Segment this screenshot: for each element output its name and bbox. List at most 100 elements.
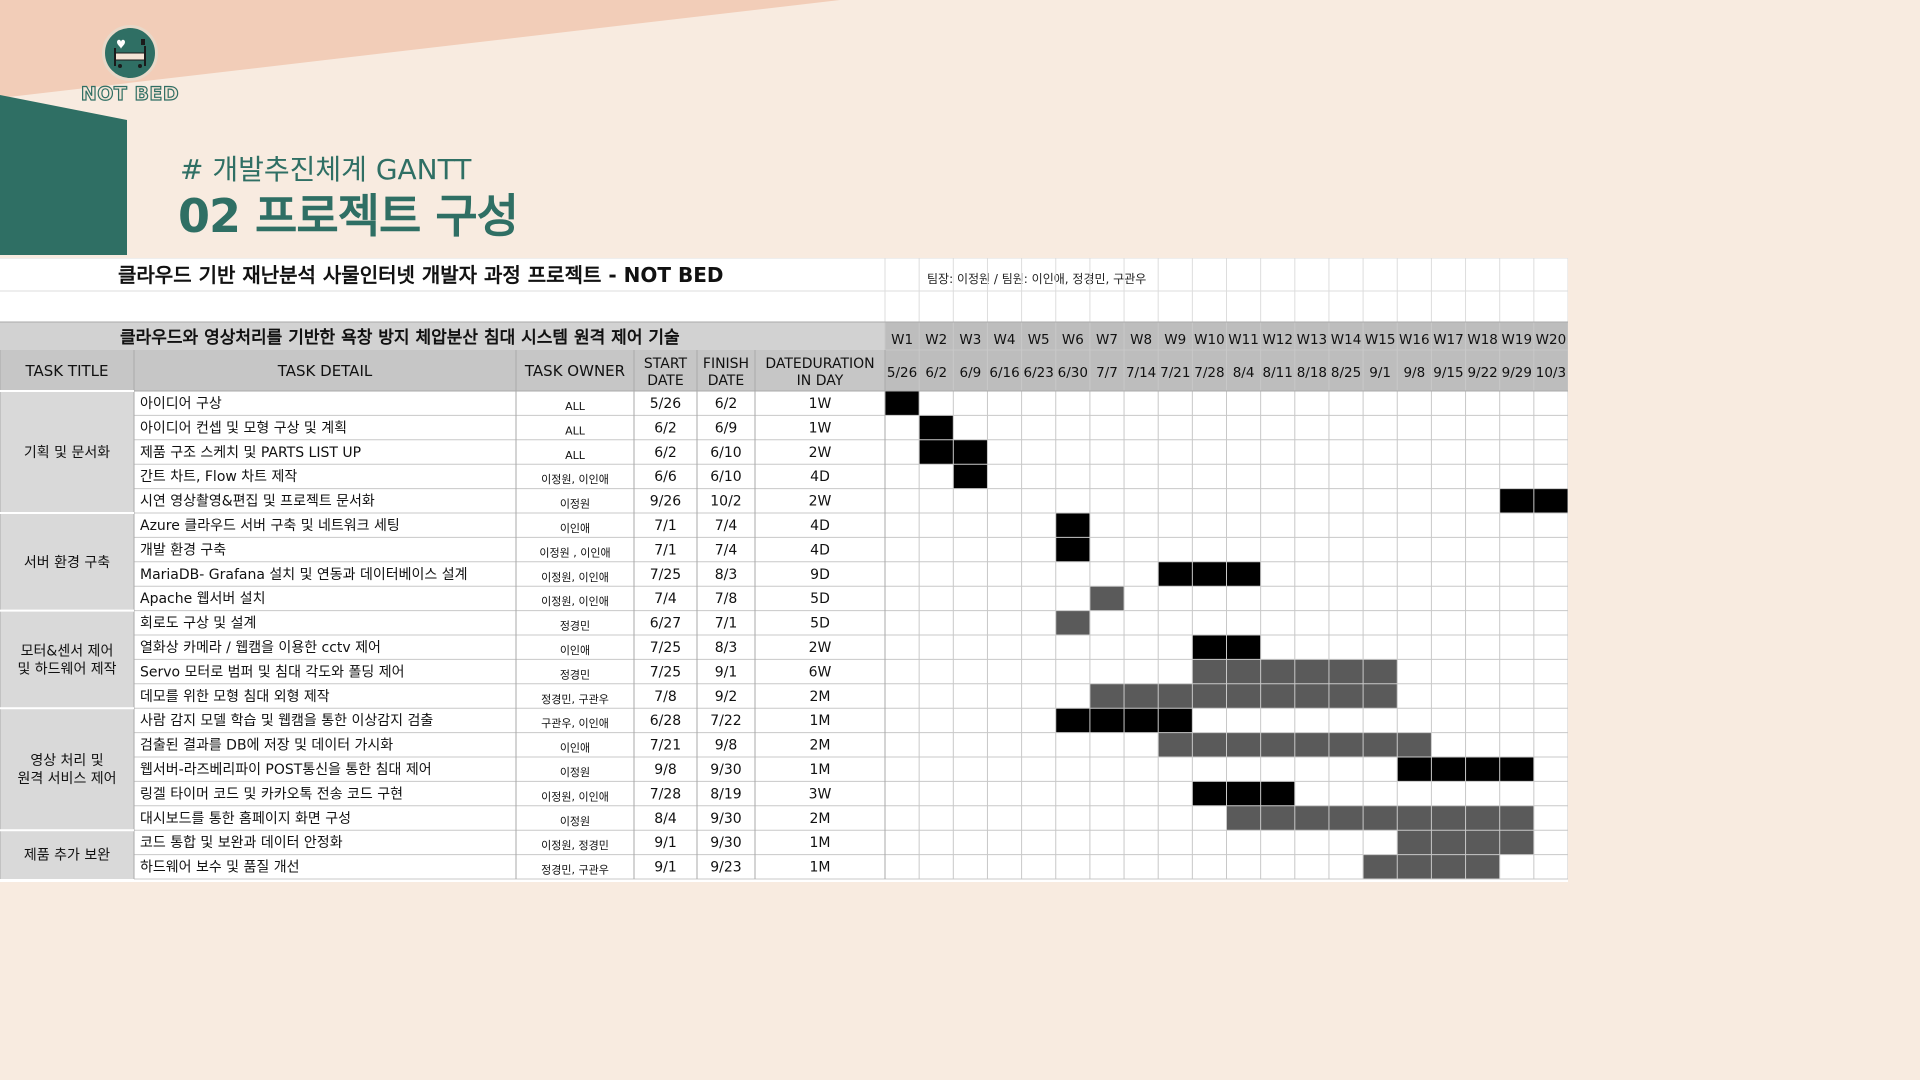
task-detail: 아이디어 컨셉 및 모형 구상 및 계획 [140,420,347,436]
gantt-bar [1089,586,1125,611]
week-label: W8 [1130,332,1152,348]
week-label: W20 [1536,332,1567,348]
task-owner: ALL [565,400,586,413]
task-detail: 열화상 카메라 / 웹캠을 이용한 cctv 제어 [140,640,381,656]
gantt-sheet: 클라우드 기반 재난분석 사물인터넷 개발자 과정 프로젝트 - NOT BED… [0,258,1568,882]
task-start-date: 7/4 [654,591,677,607]
task-duration: 1M [810,762,831,778]
column-start-date-line2: DATE [647,373,683,389]
hospital-bed-icon [114,39,146,68]
team-members: 팀장: 이정원 / 팀원: 이인애, 정경민, 구관우 [927,272,1146,286]
task-duration: 1M [810,713,831,729]
task-detail: 검출된 결과를 DB에 저장 및 데이터 가시화 [140,738,393,754]
week-label: W19 [1502,332,1533,348]
task-group-title: 모터&센서 제어 [21,643,114,659]
task-owner: 정경민, 구관우 [541,693,609,706]
task-detail: 개발 환경 구축 [140,542,226,558]
week-date-label: 6/9 [960,365,982,381]
logo-badge [102,25,158,81]
task-owner: 이정원, 이인애 [541,473,609,486]
column-task-title: TASK TITLE [25,362,109,380]
task-finish-date: 7/8 [715,591,738,607]
week-label: W11 [1228,332,1259,348]
task-start-date: 9/8 [654,762,677,778]
task-group-title: 영상 처리 및 [30,753,103,769]
gantt-bar [885,391,920,416]
week-label: W6 [1062,332,1084,348]
week-date-label: 9/1 [1369,365,1391,381]
week-date-label: 8/18 [1297,365,1327,381]
task-duration: 2M [810,689,831,705]
task-finish-date: 8/3 [715,640,738,656]
task-group-title: 기획 및 문서화 [24,445,110,461]
task-group-title: 서버 환경 구축 [24,555,110,571]
task-start-date: 7/25 [650,664,681,680]
task-duration: 6W [809,664,832,680]
task-finish-date: 9/30 [710,835,741,851]
gantt-bar [1226,805,1534,831]
gantt-bar [1158,561,1261,587]
task-finish-date: 8/3 [715,567,738,583]
task-detail: 웹서버-라즈베리파이 POST통신을 통한 침대 제어 [140,762,432,778]
task-start-date: 7/8 [654,689,677,705]
week-label: W13 [1297,332,1328,348]
task-finish-date: 9/23 [710,860,741,876]
gantt-bar [919,415,954,440]
week-label: W14 [1331,332,1362,348]
column-header-bar [0,350,885,391]
task-finish-date: 7/22 [710,713,741,729]
task-detail: 제품 구조 스케치 및 PARTS LIST UP [140,445,361,461]
task-start-date: 6/28 [650,713,681,729]
project-title: 클라우드 기반 재난분석 사물인터넷 개발자 과정 프로젝트 - NOT BED [118,263,723,287]
task-start-date: 7/21 [650,738,681,754]
task-owner: 정경민 [560,668,590,681]
column-finish-date-line2: DATE [708,373,744,389]
week-date-label: 6/30 [1058,365,1088,381]
task-owner: 이정원, 이인애 [541,790,609,803]
gantt-bar [1055,537,1090,562]
task-owner: ALL [565,449,586,462]
task-detail: 하드웨어 보수 및 품질 개선 [140,860,299,876]
task-finish-date: 7/4 [715,518,738,534]
task-duration: 2W [809,640,832,656]
week-label: W5 [1028,332,1050,348]
task-detail: 코드 통합 및 보완과 데이터 안정화 [140,835,343,851]
task-duration: 3W [809,786,832,802]
task-owner: 정경민 [560,620,590,633]
gantt-bar [1089,683,1398,709]
task-detail: 회로도 구상 및 설계 [140,616,256,632]
gantt-bar [953,464,988,489]
column-duration-line1: DATEDURATION [765,356,874,372]
task-detail: Azure 클라우드 서버 구축 및 네트워크 세팅 [140,518,400,534]
task-owner: 이정원, 이인애 [541,595,609,608]
task-start-date: 5/26 [650,396,682,412]
project-subject: 클라우드와 영상처리를 기반한 욕창 방지 체압분산 침대 시스템 원격 제어 … [120,327,680,348]
task-duration: 1M [810,835,831,851]
teal-corner-shape [0,95,127,255]
week-date-label: 6/23 [1024,365,1054,381]
peach-diagonal-shape [0,0,840,98]
task-finish-date: 6/10 [710,469,741,485]
task-duration: 1M [810,860,831,876]
task-start-date: 6/2 [654,420,677,436]
week-label: W7 [1096,332,1118,348]
task-group-title: 원격 서비스 제어 [17,771,116,787]
task-duration: 1W [809,420,832,436]
column-task-owner: TASK OWNER [524,362,625,380]
task-duration: 4D [810,542,830,558]
gantt-bar [1055,513,1090,538]
task-group-title: 및 하드웨어 제작 [17,661,116,677]
task-finish-date: 9/8 [715,738,738,754]
week-date-label: 9/29 [1502,365,1532,381]
task-detail: 간트 차트, Flow 차트 제작 [140,469,297,485]
task-start-date: 9/1 [654,835,677,851]
task-duration: 4D [810,518,830,534]
week-date-label: 9/22 [1467,365,1497,381]
task-start-date: 9/1 [654,860,677,876]
week-label: W3 [959,332,981,348]
logo-text: NOT BED [80,82,180,105]
task-duration: 2M [810,738,831,754]
task-owner: 이정원 [560,766,590,779]
week-date-label: 9/15 [1433,365,1463,381]
task-detail: MariaDB- Grafana 설치 및 연동과 데이터베이스 설계 [140,567,467,583]
